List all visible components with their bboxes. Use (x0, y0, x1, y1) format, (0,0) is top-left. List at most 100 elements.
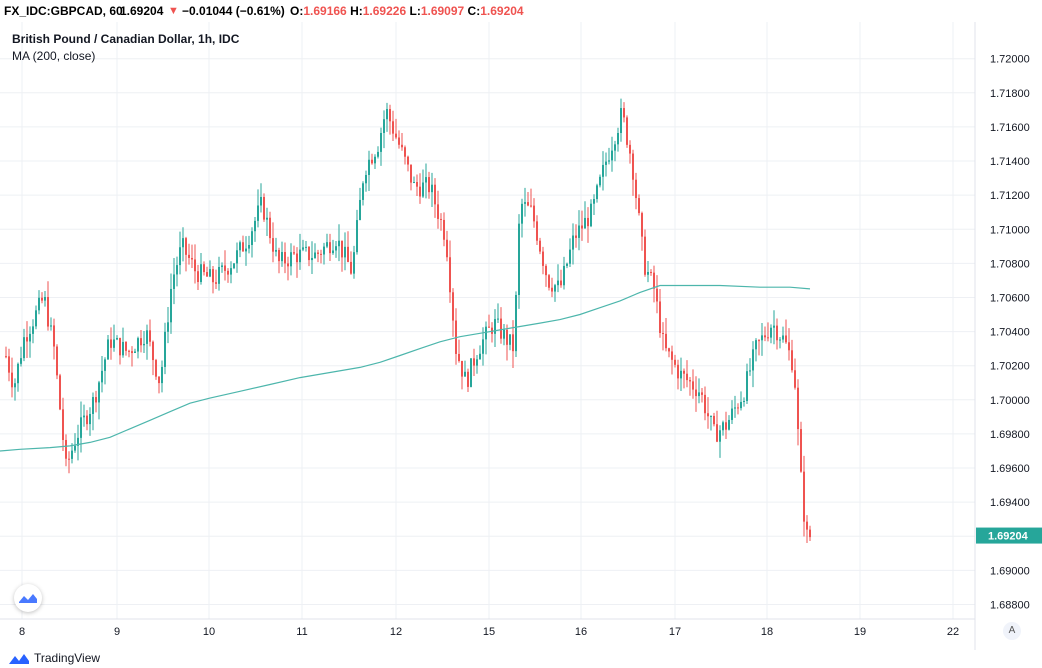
candle (467, 368, 469, 392)
candle (188, 243, 190, 265)
candle (641, 211, 643, 251)
candle (74, 433, 76, 453)
grid-lines (0, 22, 975, 619)
candle (158, 376, 160, 394)
price-change: −0.01044 (−0.61%) (182, 4, 285, 18)
candle (638, 194, 640, 216)
candle (77, 424, 79, 461)
candle (221, 262, 223, 273)
candle (542, 246, 544, 275)
tradingview-brand[interactable]: TradingView (34, 651, 101, 665)
candle (602, 151, 604, 191)
candle (347, 231, 349, 263)
candle (596, 183, 598, 203)
candle (413, 176, 415, 184)
candle (236, 242, 238, 273)
candle (800, 421, 802, 473)
candle (407, 155, 409, 172)
candle (740, 391, 742, 411)
candle (647, 261, 649, 283)
candle (185, 236, 187, 272)
candle (302, 239, 304, 252)
candle (41, 292, 43, 304)
candle (329, 233, 331, 261)
candle (692, 369, 694, 399)
candle (353, 245, 355, 279)
candle (269, 211, 271, 244)
candle (50, 317, 52, 331)
candle (68, 451, 70, 474)
candle (533, 198, 535, 228)
candle (251, 227, 253, 258)
candle (527, 191, 529, 207)
candle (449, 240, 451, 303)
candle (245, 236, 247, 266)
time-axis[interactable]: 8 9 10 11 12 15 16 17 18 19 22 (19, 626, 959, 638)
candle (752, 341, 754, 388)
candle (350, 251, 352, 275)
candle (368, 150, 370, 192)
candle (620, 98, 622, 142)
candle (248, 235, 250, 254)
candle (284, 242, 286, 274)
candle (200, 252, 202, 285)
candle (356, 209, 358, 255)
candle (458, 339, 460, 363)
candle (365, 170, 367, 192)
candle (134, 348, 136, 354)
candle (305, 241, 307, 252)
candle (587, 207, 589, 243)
auto-scale-button[interactable]: A (1003, 622, 1021, 640)
candle (803, 455, 805, 537)
candle (71, 443, 73, 464)
candle (785, 319, 787, 344)
candle (455, 308, 457, 365)
candle (488, 314, 490, 328)
candle (497, 303, 499, 323)
price-chart[interactable]: 1.72000 1.71800 1.71600 1.71400 1.71200 1.710… (0, 22, 1042, 650)
candle (710, 415, 712, 431)
candle (230, 261, 232, 284)
candle (539, 237, 541, 255)
candle (509, 334, 511, 351)
candle (263, 193, 265, 222)
last-price-badge-label: 1.69204 (988, 531, 1029, 543)
price-tick-label: 1.70800 (990, 258, 1030, 270)
candle (422, 169, 424, 198)
candle (791, 339, 793, 373)
tradingview-watermark-icon[interactable] (14, 584, 42, 612)
candle (173, 257, 175, 305)
price-tick-label: 1.69600 (990, 463, 1030, 475)
ma-indicator-label[interactable]: MA (200, close) (12, 49, 95, 63)
candle (8, 348, 10, 382)
price-tick-label: 1.69800 (990, 429, 1030, 441)
candle (653, 265, 655, 303)
candle (224, 250, 226, 281)
candle (197, 264, 199, 290)
candle (650, 269, 652, 276)
price-axis[interactable]: 1.72000 1.71800 1.71600 1.71400 1.71200 1.710… (990, 54, 1030, 612)
candle (590, 199, 592, 228)
candle (656, 275, 658, 314)
candle (743, 397, 745, 407)
symbol-ticker[interactable]: FX_IDC:GBPCAD, 60 (4, 4, 123, 18)
candle (281, 241, 283, 267)
low-label: L: (409, 4, 421, 18)
candle (374, 154, 376, 169)
candle (659, 288, 661, 338)
candle (242, 235, 244, 252)
candle (518, 214, 520, 309)
candle (215, 269, 217, 290)
candle (404, 145, 406, 165)
candle (317, 249, 319, 263)
candle (32, 319, 34, 344)
candle (680, 357, 682, 391)
candle (131, 346, 133, 367)
candle (80, 401, 82, 453)
candle (722, 420, 724, 436)
candle (227, 268, 229, 283)
candle (746, 363, 748, 404)
candle (389, 104, 391, 135)
price-tick-label: 1.70200 (990, 361, 1030, 373)
candle (137, 336, 139, 359)
